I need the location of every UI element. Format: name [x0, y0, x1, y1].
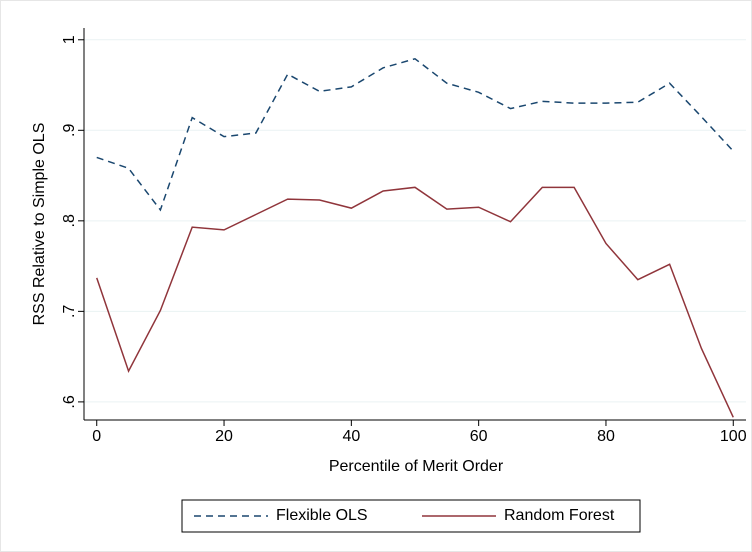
- x-tick-label: 20: [215, 428, 233, 445]
- x-tick-label: 40: [342, 428, 360, 445]
- x-tick-label: 0: [92, 428, 101, 445]
- x-tick-label: 60: [470, 428, 488, 445]
- y-tick-label: .8: [61, 214, 78, 227]
- line-series: [96, 57, 734, 212]
- legend-label: Flexible OLS: [276, 507, 368, 524]
- line-series: [96, 186, 734, 418]
- y-tick-label: 1: [61, 35, 78, 44]
- legend-label: Random Forest: [504, 507, 615, 524]
- y-tick-label: .9: [61, 124, 78, 137]
- y-axis-title: RSS Relative to Simple OLS: [31, 123, 48, 326]
- x-axis-title: Percentile of Merit Order: [329, 458, 504, 475]
- x-tick-label: 100: [720, 428, 747, 445]
- y-tick-label: .7: [61, 305, 78, 318]
- x-tick-label: 80: [597, 428, 615, 445]
- y-tick-label: .6: [61, 395, 78, 408]
